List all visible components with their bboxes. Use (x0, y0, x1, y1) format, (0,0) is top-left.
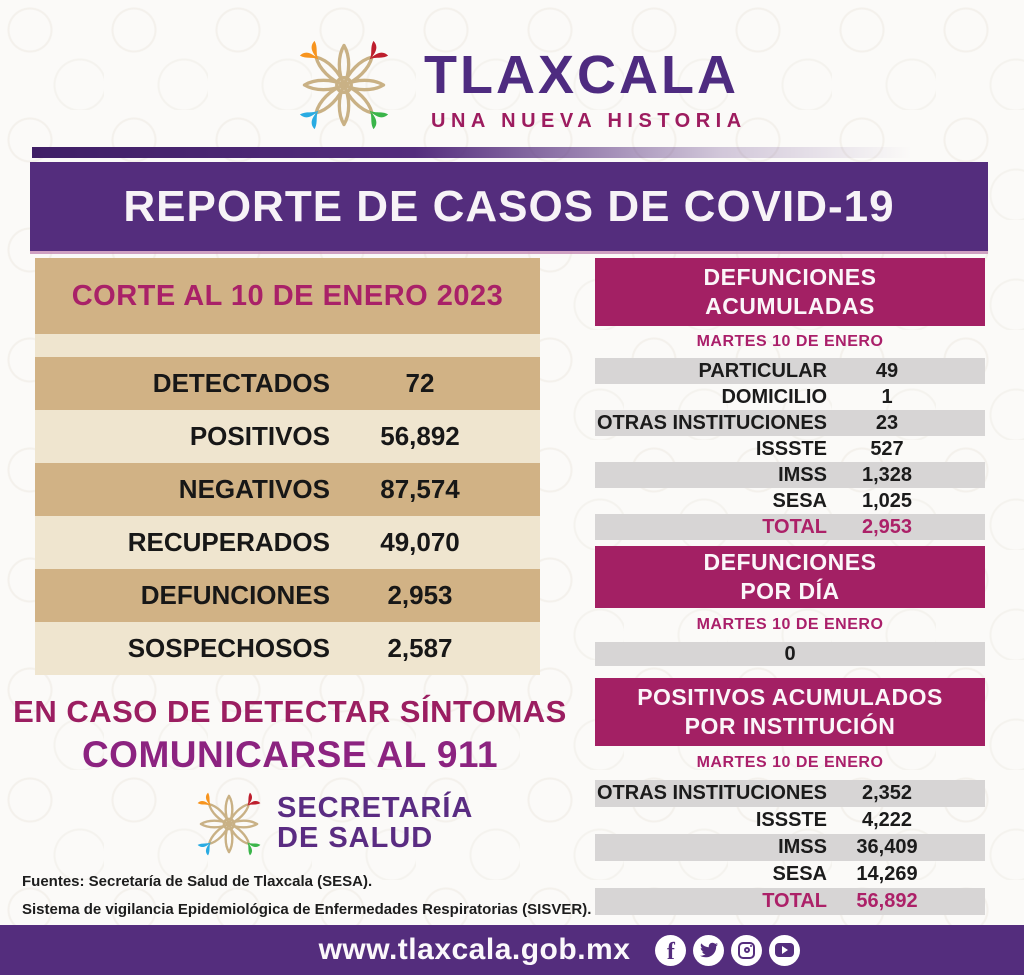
youtube-glyph (775, 943, 795, 957)
footer-bar: www.tlaxcala.gob.mx f (0, 925, 1024, 975)
deaths-per-day-header: DEFUNCIONES POR DÍA (595, 546, 985, 608)
table-row-imss: IMSS 1,328 (595, 462, 985, 488)
row-label: SESA (772, 489, 827, 512)
table-row-issste: ISSSTE 527 (595, 436, 985, 462)
row-label: SESA (772, 863, 827, 885)
source-line2: Sistema de vigilancia Epidemiológica de … (22, 901, 592, 918)
row-value: 72 (405, 368, 435, 398)
row-label: ISSSTE (755, 437, 827, 460)
report-title: REPORTE DE CASOS DE COVID-19 (123, 181, 895, 231)
sources-note: Fuentes: Secretaría de Salud de Tlaxcala… (22, 868, 591, 924)
row-label: SOSPECHOSOS (127, 633, 330, 663)
row-label: ISSSTE (755, 809, 827, 831)
table-row-sospechosos: SOSPECHOSOS 2,587 (35, 622, 540, 675)
table-row-total-positivos: TOTAL 56,892 (595, 888, 985, 915)
row-value: 2,352 (861, 782, 913, 804)
row-value: 527 (870, 437, 904, 460)
row-value: 1,328 (861, 463, 913, 486)
row-value: 1,025 (861, 489, 913, 512)
website-url[interactable]: www.tlaxcala.gob.mx (318, 933, 631, 966)
header-line1: POSITIVOS ACUMULADOS (637, 684, 943, 711)
row-label: DEFUNCIONES (140, 580, 330, 610)
header-line2: POR INSTITUCIÓN (684, 713, 896, 739)
table-row-otras-instituciones: OTRAS INSTITUCIONES 23 (595, 410, 985, 436)
row-value: 2,587 (387, 633, 453, 663)
row-value: 23 (875, 411, 899, 434)
row-label: OTRAS INSTITUCIONES (596, 411, 827, 434)
row-value: 4,222 (861, 809, 913, 831)
row-label: TOTAL (762, 515, 827, 538)
table-row-sesa-positivos: SESA 14,269 (595, 861, 985, 888)
source-line1: Fuentes: Secretaría de Salud de Tlaxcala… (22, 873, 373, 890)
table-row-particular: PARTICULAR 49 (595, 358, 985, 384)
deaths-accumulated-header: DEFUNCIONES ACUMULADAS (595, 258, 985, 326)
row-label: IMSS (778, 463, 827, 486)
summary-table-title: CORTE AL 10 DE ENERO 2023 (35, 258, 540, 334)
row-label: PARTICULAR (698, 359, 827, 382)
table-row-positivos: POSITIVOS 56,892 (35, 410, 540, 463)
instagram-icon[interactable] (731, 934, 763, 966)
row-label: RECUPERADOS (127, 527, 330, 557)
table-row-issste-positivos: ISSSTE 4,222 (595, 807, 985, 834)
row-label: TOTAL (762, 890, 827, 912)
table-row-detectados: DETECTADOS 72 (35, 357, 540, 410)
row-value: 49 (875, 359, 899, 382)
brand-tagline: UNA NUEVA HISTORIA (431, 110, 747, 132)
report-title-banner: REPORTE DE CASOS DE COVID-19 (30, 162, 988, 251)
row-value: 1 (881, 385, 893, 408)
deaths-per-day-value: 0 (595, 642, 985, 666)
header-line2: ACUMULADAS (705, 293, 875, 319)
row-label: DETECTADOS (152, 368, 330, 398)
social-icons: f (652, 934, 801, 966)
right-data-panel: DEFUNCIONES ACUMULADAS MARTES 10 DE ENER… (595, 258, 985, 915)
table-row-otras-instituciones-positivos: OTRAS INSTITUCIONES 2,352 (595, 780, 985, 807)
twitter-bird-glyph (699, 942, 718, 958)
row-label: POSITIVOS (189, 421, 330, 451)
symptoms-notice: EN CASO DE DETECTAR SÍNTOMAS COMUNICARSE… (0, 694, 580, 776)
row-value: 2,953 (387, 580, 453, 610)
facebook-icon[interactable]: f (655, 934, 687, 966)
positives-by-institution-header: POSITIVOS ACUMULADOS POR INSTITUCIÓN (595, 678, 985, 746)
row-label: IMSS (778, 836, 827, 858)
row-label: DOMICILIO (721, 385, 827, 408)
header-line1: DEFUNCIONES (703, 549, 877, 576)
twitter-icon[interactable] (693, 934, 725, 966)
summary-table: CORTE AL 10 DE ENERO 2023 DETECTADOS 72 … (35, 258, 540, 675)
row-value: 49,070 (380, 527, 460, 557)
row-value: 56,892 (856, 890, 918, 912)
row-label: NEGATIVOS (178, 474, 330, 504)
row-value: 87,574 (380, 474, 460, 504)
deaths-accumulated-date: MARTES 10 DE ENERO (696, 333, 884, 350)
row-value: 36,409 (856, 836, 918, 858)
header-line2: POR DÍA (740, 578, 840, 604)
table-row-sesa: SESA 1,025 (595, 488, 985, 514)
table-row-total-deaths: TOTAL 2,953 (595, 514, 985, 540)
row-value: 14,269 (856, 863, 918, 885)
positives-by-institution-date: MARTES 10 DE ENERO (696, 754, 884, 771)
tlaxcala-flower-logo-icon (292, 26, 396, 144)
brand-name: TLAXCALA (424, 45, 739, 105)
table-row-recuperados: RECUPERADOS 49,070 (35, 516, 540, 569)
deaths-per-day-date: MARTES 10 DE ENERO (696, 616, 884, 633)
secretariat-line1: SECRETARÍA (277, 792, 474, 824)
health-secretariat-name: SECRETARÍA DE SALUD (277, 793, 473, 853)
emergency-number-line: COMUNICARSE AL 911 (81, 734, 499, 775)
table-row-imss-positivos: IMSS 36,409 (595, 834, 985, 861)
health-secretariat-flower-icon (192, 784, 266, 864)
instagram-glyph (738, 941, 756, 959)
table-row-defunciones: DEFUNCIONES 2,953 (35, 569, 540, 622)
header-line1: DEFUNCIONES (703, 264, 877, 291)
row-value: 2,953 (861, 515, 913, 538)
row-value: 56,892 (380, 421, 460, 451)
gradient-divider (32, 147, 988, 158)
secretariat-line2: DE SALUD (277, 822, 434, 854)
table-row-domicilio: DOMICILIO 1 (595, 384, 985, 410)
row-label: OTRAS INSTITUCIONES (596, 782, 827, 804)
symptoms-notice-line1: EN CASO DE DETECTAR SÍNTOMAS (13, 694, 567, 729)
summary-table-spacer (35, 334, 540, 357)
youtube-icon[interactable] (769, 934, 801, 966)
table-row-negativos: NEGATIVOS 87,574 (35, 463, 540, 516)
